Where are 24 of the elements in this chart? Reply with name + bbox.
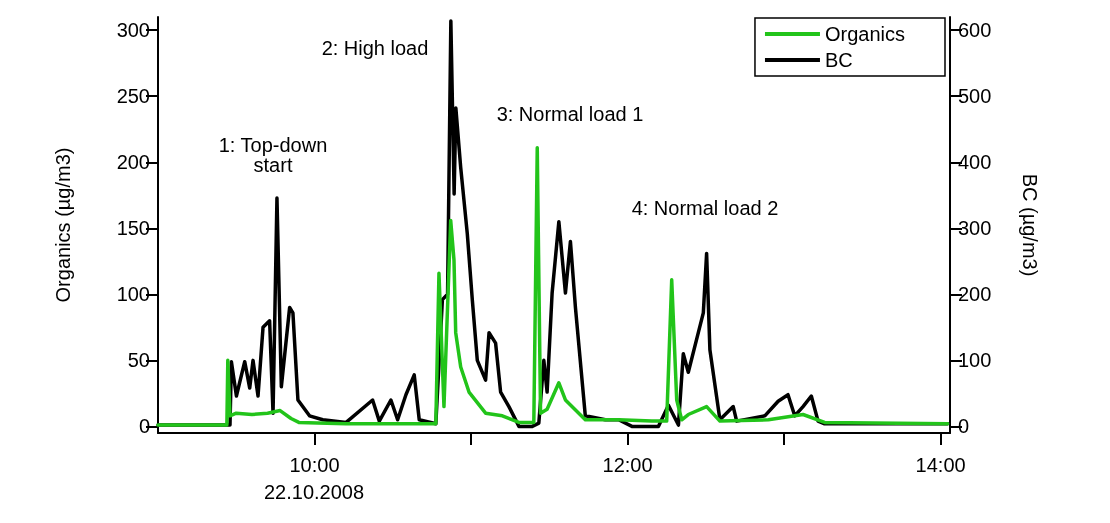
- annotation: 1: Top-down start: [218, 134, 328, 176]
- annotation: 4: Normal load 2: [631, 197, 779, 219]
- legend-label: BC: [824, 49, 853, 71]
- y2-tick-label: 200: [958, 283, 992, 306]
- y2-tick-label: 100: [958, 349, 992, 372]
- x-tick-label: 10:00: [289, 454, 340, 476]
- y2-tick-label: 600: [958, 19, 992, 42]
- y-tick-label: 150: [116, 217, 150, 240]
- y2-axis-title: BC (µg/m3): [1019, 173, 1041, 277]
- y-axis-title: Organics (µg/m3): [52, 147, 74, 303]
- y-tick-label: 250: [116, 85, 150, 108]
- y-tick-label: 50: [127, 349, 150, 372]
- y-tick-label: 100: [116, 283, 150, 306]
- text: 22.10.2008: [263, 481, 365, 503]
- y2-tick-label: 500: [958, 85, 992, 108]
- x-tick-label: 12:00: [602, 454, 653, 476]
- annotation: 2: High load: [321, 37, 429, 59]
- y-tick-label: 300: [116, 19, 150, 42]
- y2-tick-label: 400: [958, 151, 992, 174]
- legend-label: Organics: [824, 23, 905, 45]
- y-tick-label: 200: [116, 151, 150, 174]
- x-tick-label: 14:00: [915, 454, 966, 476]
- y2-tick-label: 300: [958, 217, 992, 240]
- annotation: 3: Normal load 1: [496, 103, 644, 125]
